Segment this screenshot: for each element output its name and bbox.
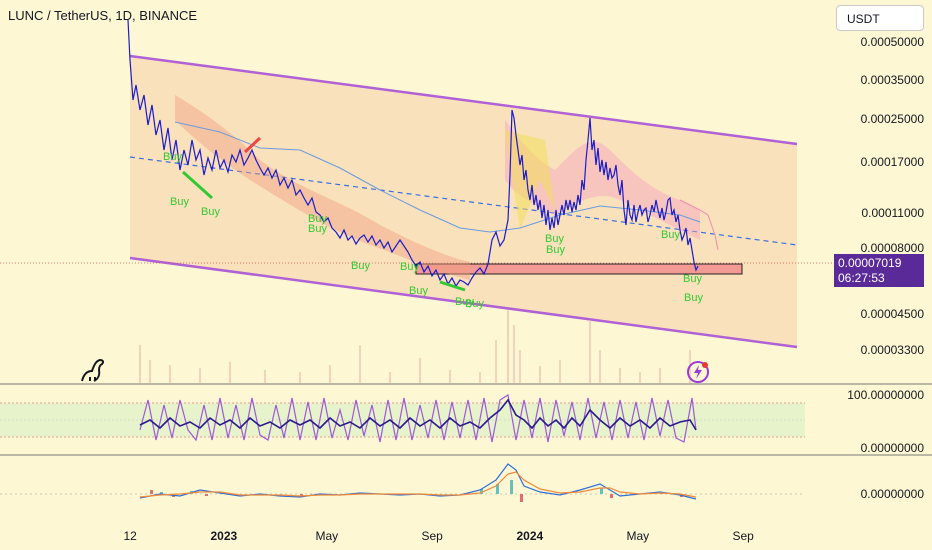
signal-line	[139, 471, 697, 498]
sell-segment	[243, 136, 262, 154]
buy-segment	[181, 170, 214, 200]
price-line	[127, 19, 699, 288]
channel-lower-line	[129, 256, 798, 349]
buy-segment	[439, 280, 466, 292]
cloud-band-3	[505, 130, 555, 230]
buy-signal-label: Buy	[409, 285, 428, 297]
time-axis-label: May	[315, 529, 339, 543]
time-axis-label: 2024	[516, 529, 544, 543]
rsi-line	[139, 398, 697, 431]
current-price-label: 0.00007019 06:27:53	[834, 254, 924, 287]
price-axis-label: 0.00011000	[861, 206, 924, 220]
time-axis-label: Sep	[732, 529, 754, 543]
buy-signal-label: Buy	[546, 244, 565, 256]
buy-signal-label: Buy	[683, 273, 702, 285]
price-axis-label: 0.00008000	[860, 241, 924, 255]
price-axis-label: 0.00050000	[860, 35, 924, 49]
price-axis-label: 0.00017000	[860, 155, 924, 169]
price-tail-line	[679, 199, 719, 251]
time-axis-label: Sep	[421, 529, 443, 543]
price-axis-label: 0.00035000	[860, 73, 924, 87]
channel-upper-line	[129, 54, 798, 146]
buy-signal-label: Buy	[545, 233, 564, 245]
buy-signal-label: Buy	[684, 292, 703, 304]
countdown-timer: 06:27:53	[838, 271, 885, 285]
currency-selector[interactable]: USDT	[836, 5, 924, 31]
macd-zero-label: 0.00000000	[860, 487, 924, 501]
buy-signal-label: Buy	[308, 223, 327, 235]
current-price-value: 0.00007019	[838, 256, 902, 270]
buy-signal-label: Buy	[163, 151, 182, 163]
macd-histogram	[150, 480, 683, 502]
time-axis-label: 2023	[210, 529, 238, 543]
support-zone	[415, 263, 743, 275]
buy-signal-label: Buy	[400, 261, 419, 273]
moving-average-line	[174, 121, 701, 233]
rsi-top-label: 100.00000000	[847, 388, 924, 402]
buy-signal-label: Buy	[465, 298, 484, 310]
time-axis-label: 12	[123, 529, 137, 543]
dinosaur-logo-icon	[81, 358, 105, 382]
buy-signal-label: Buy	[201, 206, 220, 218]
cloud-band-1	[175, 95, 470, 280]
buy-signal-label: Buy	[351, 260, 370, 272]
time-axis-label: May	[626, 529, 650, 543]
price-axis-label: 0.00025000	[860, 112, 924, 126]
rsi-bottom-label: 0.00000000	[860, 441, 924, 455]
price-axis-label: 0.00003300	[860, 343, 924, 357]
stoch-line	[139, 394, 697, 443]
buy-signal-label: Buy	[661, 229, 680, 241]
symbol-title: LUNC / TetherUS, 1D, BINANCE	[8, 8, 198, 23]
buy-signal-label: Buy	[308, 213, 327, 225]
buy-signal-label: Buy	[170, 196, 189, 208]
price-axis-label: 0.00004500	[860, 307, 924, 321]
buy-signal-label: Buy	[455, 296, 474, 308]
lightning-icon[interactable]	[686, 360, 710, 384]
